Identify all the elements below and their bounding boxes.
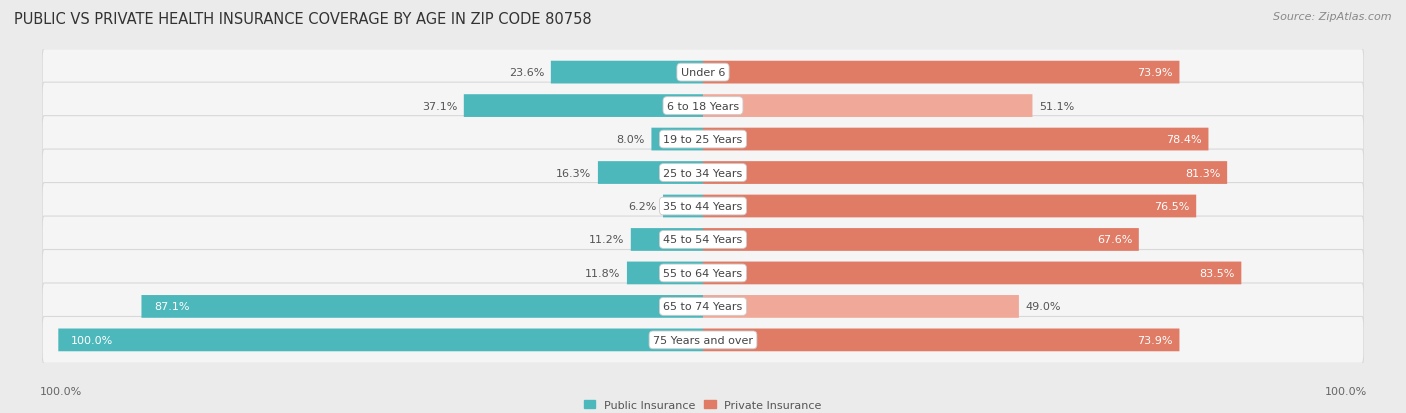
- Text: 51.1%: 51.1%: [1039, 101, 1074, 112]
- FancyBboxPatch shape: [42, 250, 1364, 297]
- Text: 16.3%: 16.3%: [557, 168, 592, 178]
- Text: 67.6%: 67.6%: [1097, 235, 1132, 245]
- Text: 35 to 44 Years: 35 to 44 Years: [664, 202, 742, 211]
- FancyBboxPatch shape: [703, 128, 1208, 151]
- FancyBboxPatch shape: [42, 50, 1364, 96]
- FancyBboxPatch shape: [703, 195, 1197, 218]
- Text: 37.1%: 37.1%: [422, 101, 457, 112]
- Text: 87.1%: 87.1%: [155, 301, 190, 312]
- Text: PUBLIC VS PRIVATE HEALTH INSURANCE COVERAGE BY AGE IN ZIP CODE 80758: PUBLIC VS PRIVATE HEALTH INSURANCE COVER…: [14, 12, 592, 27]
- FancyBboxPatch shape: [703, 295, 1019, 318]
- FancyBboxPatch shape: [464, 95, 703, 118]
- FancyBboxPatch shape: [651, 128, 703, 151]
- FancyBboxPatch shape: [703, 62, 1180, 84]
- Text: 49.0%: 49.0%: [1025, 301, 1062, 312]
- FancyBboxPatch shape: [598, 162, 703, 185]
- FancyBboxPatch shape: [551, 62, 703, 84]
- Text: 100.0%: 100.0%: [72, 335, 114, 345]
- Text: 73.9%: 73.9%: [1137, 68, 1173, 78]
- Text: 65 to 74 Years: 65 to 74 Years: [664, 301, 742, 312]
- Text: 11.2%: 11.2%: [589, 235, 624, 245]
- Text: 6 to 18 Years: 6 to 18 Years: [666, 101, 740, 112]
- Text: Under 6: Under 6: [681, 68, 725, 78]
- FancyBboxPatch shape: [42, 317, 1364, 363]
- FancyBboxPatch shape: [703, 329, 1180, 351]
- FancyBboxPatch shape: [703, 262, 1241, 285]
- Text: 100.0%: 100.0%: [39, 387, 82, 396]
- Text: 73.9%: 73.9%: [1137, 335, 1173, 345]
- FancyBboxPatch shape: [703, 95, 1032, 118]
- Text: 78.4%: 78.4%: [1167, 135, 1202, 145]
- Text: 8.0%: 8.0%: [617, 135, 645, 145]
- FancyBboxPatch shape: [627, 262, 703, 285]
- Text: 81.3%: 81.3%: [1185, 168, 1220, 178]
- Text: Source: ZipAtlas.com: Source: ZipAtlas.com: [1274, 12, 1392, 22]
- FancyBboxPatch shape: [703, 162, 1227, 185]
- FancyBboxPatch shape: [42, 283, 1364, 330]
- FancyBboxPatch shape: [703, 228, 1139, 251]
- Text: 23.6%: 23.6%: [509, 68, 544, 78]
- FancyBboxPatch shape: [58, 329, 703, 351]
- Text: 11.8%: 11.8%: [585, 268, 620, 278]
- FancyBboxPatch shape: [42, 150, 1364, 197]
- FancyBboxPatch shape: [42, 216, 1364, 263]
- Text: 100.0%: 100.0%: [1324, 387, 1367, 396]
- FancyBboxPatch shape: [142, 295, 703, 318]
- Text: 45 to 54 Years: 45 to 54 Years: [664, 235, 742, 245]
- Text: 6.2%: 6.2%: [628, 202, 657, 211]
- Text: 25 to 34 Years: 25 to 34 Years: [664, 168, 742, 178]
- FancyBboxPatch shape: [42, 116, 1364, 163]
- Text: 76.5%: 76.5%: [1154, 202, 1189, 211]
- Text: 83.5%: 83.5%: [1199, 268, 1234, 278]
- Text: 75 Years and over: 75 Years and over: [652, 335, 754, 345]
- FancyBboxPatch shape: [664, 195, 703, 218]
- FancyBboxPatch shape: [42, 83, 1364, 130]
- FancyBboxPatch shape: [631, 228, 703, 251]
- Text: 55 to 64 Years: 55 to 64 Years: [664, 268, 742, 278]
- Legend: Public Insurance, Private Insurance: Public Insurance, Private Insurance: [579, 395, 827, 413]
- FancyBboxPatch shape: [42, 183, 1364, 230]
- Text: 19 to 25 Years: 19 to 25 Years: [664, 135, 742, 145]
